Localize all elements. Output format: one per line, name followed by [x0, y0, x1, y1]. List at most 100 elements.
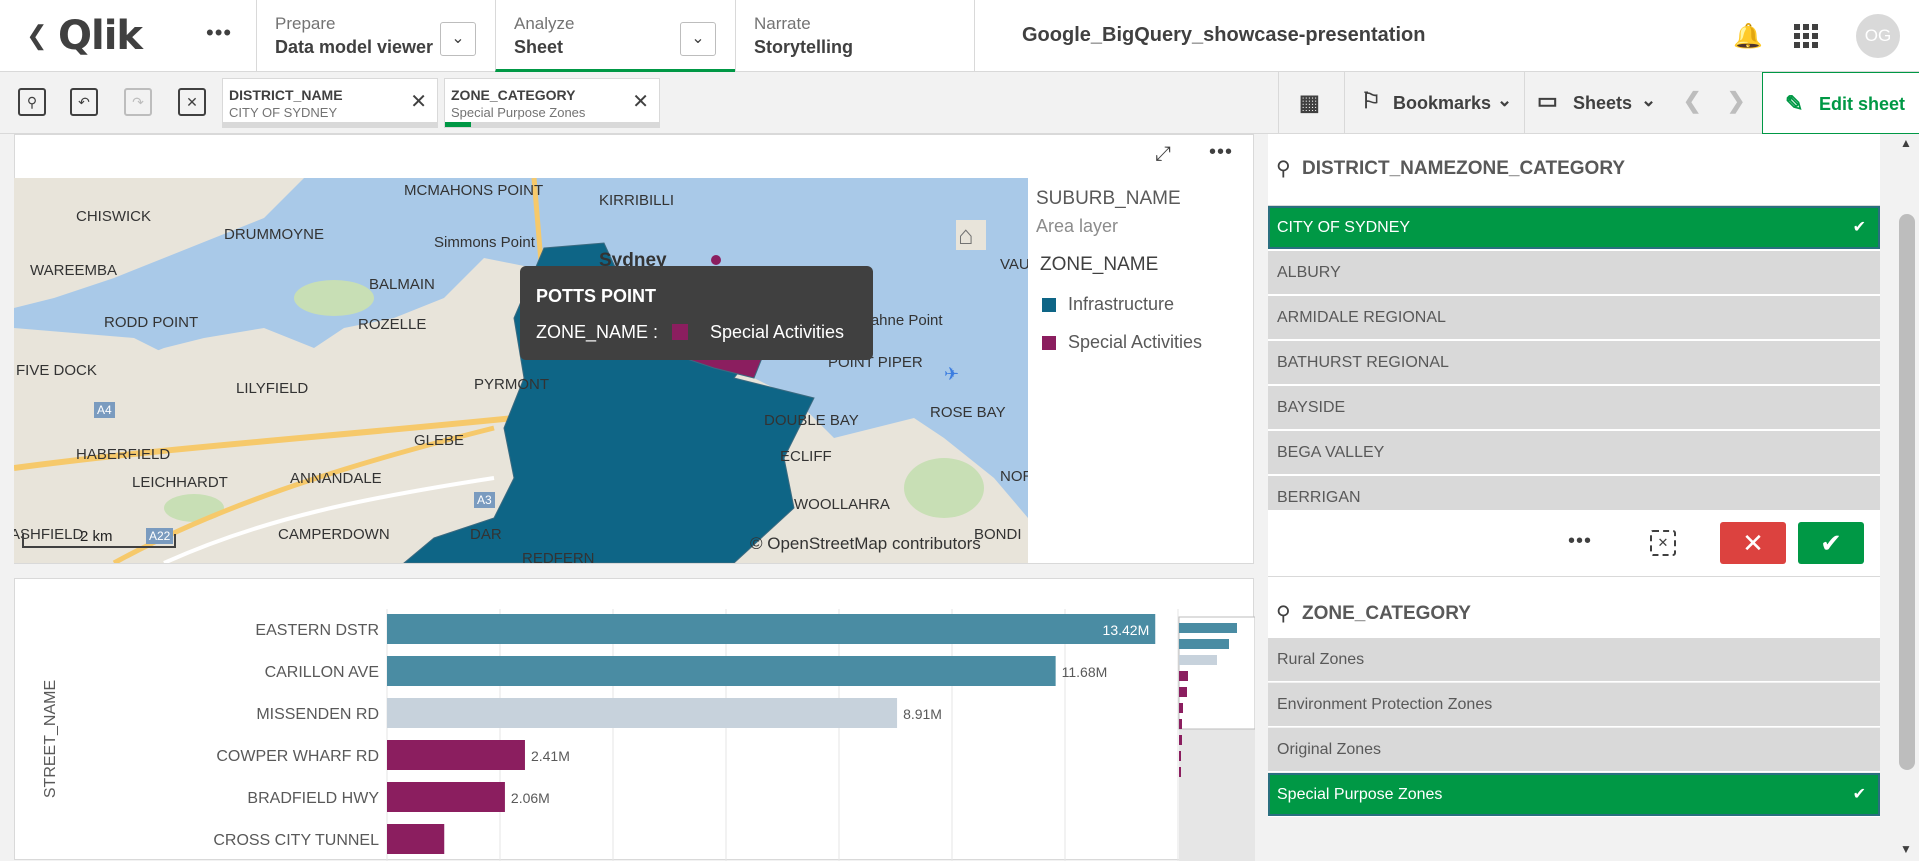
edit-sheet-button[interactable]: ✎ Edit sheet: [1762, 72, 1919, 134]
scroll-up-icon[interactable]: ▲: [1900, 136, 1912, 150]
more-options-icon[interactable]: •••: [206, 20, 233, 45]
more-options-icon[interactable]: •••: [1209, 141, 1234, 163]
y-axis-title: STREET_NAME: [42, 680, 59, 798]
smart-search-icon[interactable]: ⚲: [18, 88, 46, 116]
map-label: FIVE DOCK: [16, 362, 97, 379]
mini-bar: [1179, 735, 1182, 745]
listbox-item[interactable]: ARMIDALE REGIONAL: [1268, 296, 1880, 340]
value-label: 2.41M: [531, 748, 570, 764]
nav-analyze-label: Analyze: [514, 14, 575, 33]
listbox-item[interactable]: ALBURY: [1268, 251, 1880, 295]
legend-layer-type: Area layer: [1036, 216, 1119, 236]
map-label: Sydney: [599, 250, 667, 271]
mini-chart-viewport[interactable]: [1178, 616, 1255, 730]
legend-swatch-special-activities: [1042, 336, 1056, 350]
page-scrollbar[interactable]: ▲ ▼: [1896, 134, 1919, 860]
more-options-icon[interactable]: •••: [1568, 530, 1593, 552]
back-chevron-icon[interactable]: ❮: [26, 20, 48, 50]
bar[interactable]: [387, 614, 1156, 644]
insights-button[interactable]: ▦: [1278, 72, 1344, 134]
bar[interactable]: [387, 656, 1056, 686]
listbox-item[interactable]: Rural Zones: [1268, 638, 1880, 682]
listbox-item[interactable]: Original Zones: [1268, 728, 1880, 772]
chevron-down-icon: ⌄: [1497, 90, 1513, 110]
sheets-button[interactable]: ▭ Sheets ⌄ ❮ ❯: [1524, 72, 1762, 134]
home-icon[interactable]: ⌂: [958, 220, 974, 250]
listbox-item-label: ARMIDALE REGIONAL: [1277, 309, 1446, 326]
map-label: ECLIFF: [780, 448, 832, 465]
listbox-item-label: Environment Protection Zones: [1277, 696, 1493, 713]
chevron-down-icon[interactable]: ⌄: [680, 22, 716, 56]
step-back-icon[interactable]: ↶: [70, 88, 98, 116]
bookmarks-button[interactable]: ⚐ Bookmarks ⌄: [1344, 72, 1524, 134]
listbox-item-label: BAYSIDE: [1277, 399, 1346, 416]
map-label: GLEBE: [414, 432, 465, 449]
sheets-icon: ▭: [1537, 88, 1558, 113]
listbox-item-label: Original Zones: [1277, 741, 1382, 758]
category-label: MISSENDEN RD: [256, 706, 379, 723]
selection-chip-district[interactable]: DISTRICT_NAME CITY OF SYDNEY ✕: [222, 78, 438, 128]
category-label: COWPER WHARF RD: [216, 748, 379, 765]
map-canvas[interactable]: MCMAHONS POINT KIRRIBILLI CHISWICK DRUMM…: [14, 178, 1028, 563]
listbox-item[interactable]: BAYSIDE: [1268, 386, 1880, 430]
close-icon[interactable]: ✕: [632, 91, 649, 113]
listbox-item[interactable]: Special Purpose Zones ✔: [1268, 773, 1880, 817]
confirm-selection-button[interactable]: ✔: [1798, 522, 1864, 564]
notification-bell-icon[interactable]: 🔔: [1733, 23, 1763, 50]
map-label: Hahne Point: [860, 312, 943, 329]
selection-toolbar: ⚲ ↶ ↷ ✕ DISTRICT_NAME CITY OF SYDNEY ✕ Z…: [0, 72, 1919, 134]
map-legend: SUBURB_NAME Area layer ZONE_NAME Infrast…: [1028, 178, 1228, 563]
listbox-item[interactable]: Environment Protection Zones: [1268, 683, 1880, 727]
close-icon[interactable]: ✕: [410, 91, 427, 113]
legend-swatch-infrastructure: [1042, 298, 1056, 312]
value-label: 13.42M: [1103, 622, 1150, 638]
scroll-down-icon[interactable]: ▼: [1900, 842, 1912, 856]
map-label: CHISWICK: [76, 208, 151, 225]
bar[interactable]: [387, 824, 445, 854]
user-avatar[interactable]: OG: [1856, 14, 1900, 58]
mini-bar: [1179, 767, 1181, 777]
map-label: ROSE BAY: [930, 404, 1006, 421]
bookmarks-label: Bookmarks: [1393, 93, 1492, 113]
listbox-item[interactable]: BEGA VALLEY: [1268, 431, 1880, 475]
road-marker: A4: [94, 402, 115, 418]
mini-bar: [1179, 671, 1188, 681]
apps-grid-icon[interactable]: [1794, 24, 1818, 48]
map-label: BONDI: [974, 526, 1022, 543]
chip-field: ZONE_CATEGORY: [451, 87, 576, 103]
map-label: RODD POINT: [104, 314, 199, 331]
chevron-down-icon: ⌄: [1641, 90, 1657, 110]
sheets-label: Sheets: [1573, 93, 1633, 113]
top-navigation-bar: ❮ Qlik ••• Prepare Data model viewer ⌄ A…: [0, 0, 1919, 72]
listbox-item-label: ALBURY: [1277, 264, 1341, 281]
map-attribution: © OpenStreetMap contributors: [750, 534, 981, 553]
listbox-item-label: BERRIGAN: [1277, 489, 1361, 506]
bookmark-icon: ⚐: [1361, 88, 1381, 113]
nav-narrate[interactable]: Narrate Storytelling: [735, 0, 975, 72]
map-label: ASHFIELD: [14, 526, 84, 543]
listbox-item[interactable]: CITY OF SYDNEY ✔: [1268, 206, 1880, 250]
listbox-item[interactable]: BATHURST REGIONAL: [1268, 341, 1880, 385]
nav-analyze[interactable]: Analyze Sheet ⌄: [495, 0, 735, 72]
selection-chip-zone[interactable]: ZONE_CATEGORY Special Purpose Zones ✕: [444, 78, 660, 128]
insights-icon: ▦: [1299, 90, 1320, 115]
map-label: NORT: [1000, 468, 1028, 485]
expand-icon[interactable]: ⤢: [1155, 143, 1171, 165]
qlik-logo[interactable]: Qlik: [58, 13, 143, 59]
chevron-down-icon[interactable]: ⌄: [440, 22, 476, 56]
bar[interactable]: [387, 782, 505, 812]
bar-chart-svg[interactable]: STREET_NAME EASTERN DSTR 13.42M CARILLON AV…: [15, 579, 1255, 861]
bar[interactable]: [387, 740, 525, 770]
clear-selection-icon[interactable]: ✕: [1650, 530, 1676, 556]
nav-prepare[interactable]: Prepare Data model viewer ⌄: [256, 0, 495, 72]
map-label: ANNANDALE: [290, 470, 382, 487]
map-label: LILYFIELD: [236, 380, 309, 397]
check-icon: ✔: [1852, 219, 1866, 236]
clear-selections-icon[interactable]: ✕: [178, 88, 206, 116]
legend-layer-field: SUBURB_NAME: [1036, 188, 1181, 209]
cancel-selection-button[interactable]: ✕: [1720, 522, 1786, 564]
bar[interactable]: [387, 698, 898, 728]
map-label: REDFERN: [522, 550, 595, 563]
mini-bar: [1179, 623, 1237, 633]
listbox-search-header[interactable]: ⚲ DISTRICT_NAMEZONE_CATEGORY: [1268, 134, 1880, 206]
